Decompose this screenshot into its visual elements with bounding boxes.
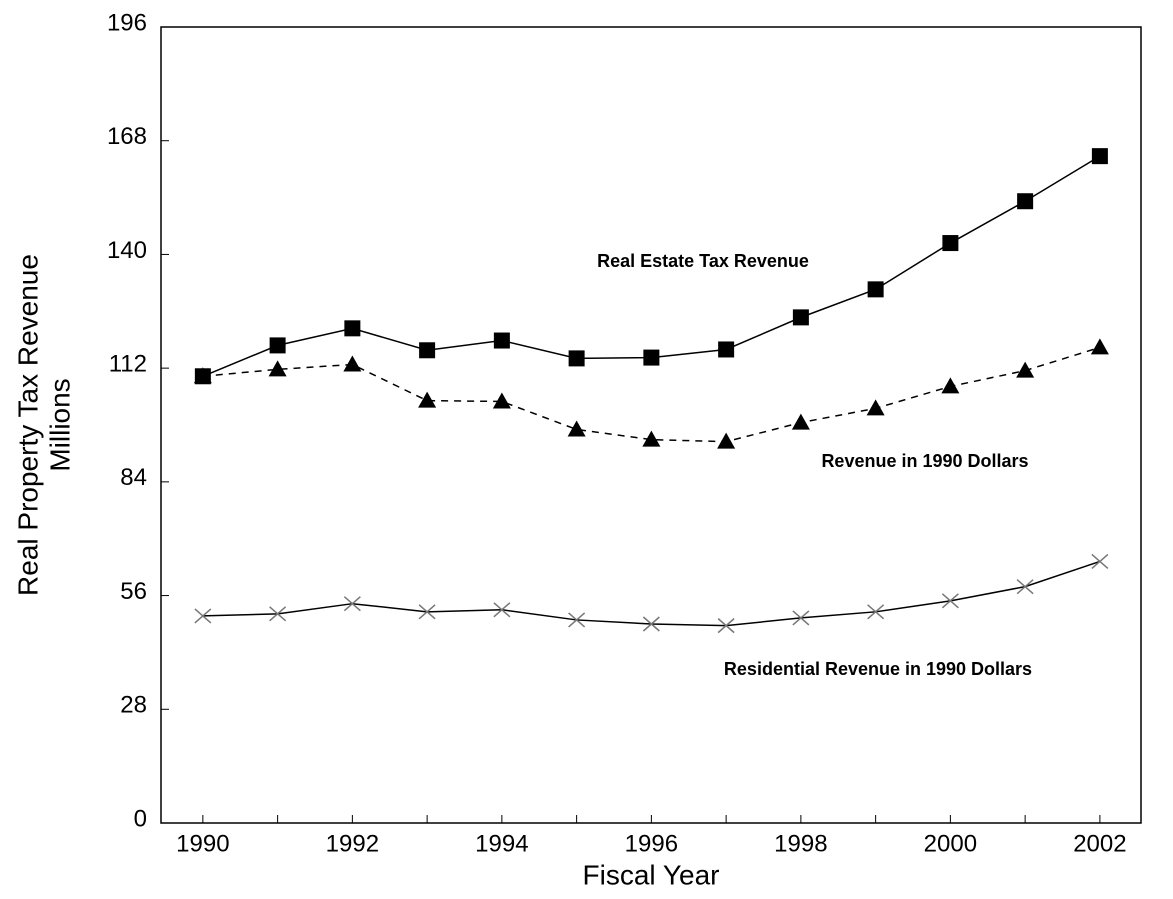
marker (492, 392, 511, 409)
marker (867, 281, 884, 298)
marker (942, 235, 959, 252)
x-tick-label: 1998 (774, 830, 827, 857)
plot-frame (160, 26, 1142, 824)
x-tick-label: 1992 (326, 830, 379, 857)
x-tick-label: 1994 (475, 830, 528, 857)
marker (1016, 361, 1035, 378)
marker (493, 602, 511, 618)
x-axis-label: Fiscal Year (583, 859, 720, 890)
marker (343, 596, 361, 612)
marker (1091, 553, 1109, 570)
marker (568, 350, 585, 367)
marker (344, 320, 361, 337)
y-tick-label: 28 (120, 692, 147, 719)
marker (1016, 579, 1034, 595)
marker (718, 341, 735, 358)
marker (567, 420, 586, 437)
marker (493, 332, 510, 349)
marker (1091, 148, 1108, 165)
marker (867, 604, 885, 620)
marker (717, 618, 735, 634)
marker (343, 355, 362, 372)
y-tick-label: 112 (109, 350, 147, 377)
marker (642, 616, 660, 632)
y-axis-label: Millions (44, 378, 75, 471)
marker (941, 593, 959, 609)
x-tick-label: 1996 (625, 830, 678, 857)
y-tick-label: 168 (107, 123, 147, 150)
marker (419, 342, 436, 359)
marker (269, 337, 286, 354)
marker (268, 360, 287, 377)
y-tick-label: 196 (107, 9, 147, 36)
marker (941, 377, 960, 394)
marker (717, 432, 736, 449)
marker (193, 367, 212, 384)
series-line (202, 560, 1101, 627)
y-tick-label: 140 (107, 237, 147, 264)
y-axis-label: Real Property Tax Revenue (12, 254, 43, 596)
series-label: Real Estate Tax Revenue (597, 251, 809, 271)
marker (418, 391, 437, 408)
marker (642, 430, 661, 447)
y-tick-label: 56 (120, 578, 147, 605)
marker (568, 612, 586, 628)
x-tick-label: 1990 (176, 830, 229, 857)
x-tick-label: 2000 (924, 830, 977, 857)
marker (866, 399, 885, 416)
marker (792, 309, 809, 326)
marker (1090, 338, 1109, 355)
x-tick-label: 2002 (1073, 830, 1126, 857)
series-label: Residential Revenue in 1990 Dollars (724, 659, 1032, 679)
y-tick-label: 0 (134, 805, 147, 832)
marker (194, 608, 212, 624)
series-label: Revenue in 1990 Dollars (821, 451, 1028, 471)
marker (1017, 193, 1034, 210)
marker (791, 413, 810, 430)
y-tick-label: 84 (120, 464, 147, 491)
marker (643, 349, 660, 366)
marker (269, 606, 287, 622)
marker (792, 610, 810, 626)
marker (418, 604, 436, 620)
